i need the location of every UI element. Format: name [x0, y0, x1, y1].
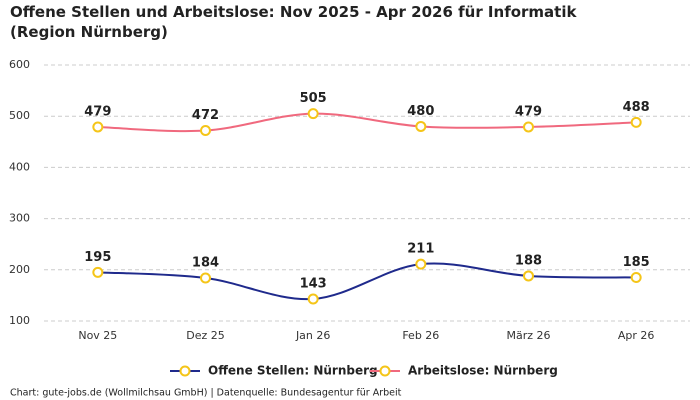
point [200, 272, 211, 284]
y-tick-label: 100 [9, 314, 30, 327]
y-tick-label: 300 [9, 212, 30, 225]
y-tick-label: 200 [9, 263, 30, 276]
x-tick-label: Jan 26 [295, 329, 330, 342]
y-tick-label: 600 [9, 58, 30, 71]
legend-label: Arbeitslose: Nürnberg [408, 364, 558, 378]
y-tick-label: 500 [9, 109, 30, 122]
value-label: 479 [515, 104, 542, 119]
value-label: 185 [623, 255, 650, 270]
value-label: 479 [84, 104, 111, 119]
point [523, 270, 534, 282]
point [630, 271, 642, 283]
series-line [97, 262, 637, 301]
source: Chart: gute-jobs.de (Wollmilchsau GmbH) … [10, 388, 402, 399]
point [415, 258, 427, 270]
point [630, 116, 642, 128]
series-line [97, 112, 637, 133]
value-label: 505 [300, 91, 327, 106]
x-tick-label: März 26 [506, 329, 550, 342]
value-label: 211 [407, 242, 434, 257]
value-label: 472 [192, 108, 219, 123]
point [200, 125, 211, 137]
y-tick-label: 400 [9, 160, 30, 173]
point [415, 120, 427, 132]
legend-marker [179, 365, 191, 377]
x-tick-label: Dez 25 [186, 329, 225, 342]
legend-label: Offene Stellen: Nürnberg [208, 364, 378, 378]
value-label: 480 [407, 104, 434, 119]
point [523, 121, 534, 133]
point [92, 121, 104, 133]
value-label: 184 [192, 255, 219, 270]
value-label: 195 [84, 250, 111, 265]
value-label: 188 [515, 253, 542, 268]
point [307, 108, 319, 120]
value-label: 488 [623, 100, 650, 115]
x-tick-label: Apr 26 [618, 329, 655, 342]
chart-title: Offene Stellen und Arbeitslose: Nov 2025… [10, 3, 577, 41]
legend-marker [379, 365, 391, 377]
point [92, 266, 104, 278]
point [307, 293, 319, 305]
value-label: 143 [300, 276, 327, 291]
x-tick-label: Nov 25 [78, 329, 117, 342]
x-tick-label: Feb 26 [402, 329, 439, 342]
